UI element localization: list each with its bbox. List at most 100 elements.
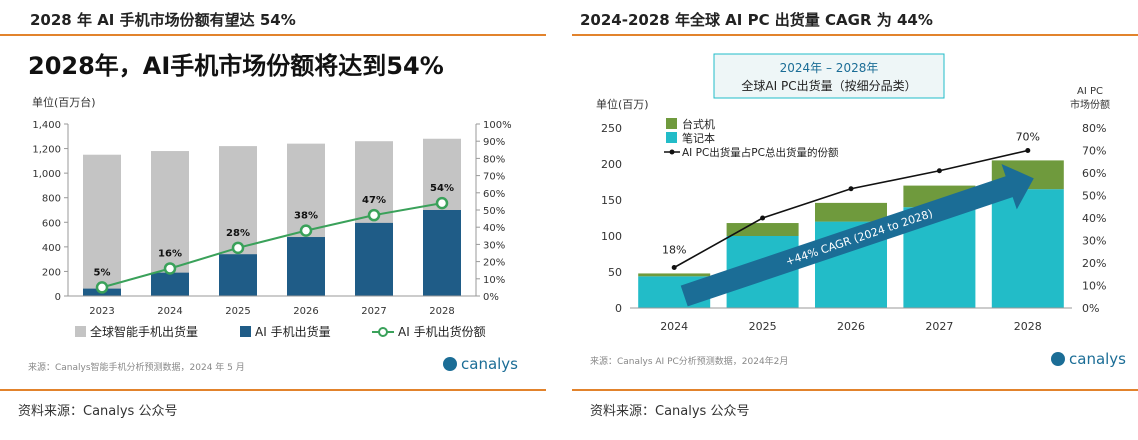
x-tick-label: 2024 (157, 306, 182, 317)
y-tick-label: 0 (615, 302, 622, 315)
bar-ai (423, 210, 461, 296)
ai-pc-chart: 2024年 – 2028年 全球AI PC出货量（按细分品类） 单位(百万) A… (590, 53, 1126, 368)
x-tick-label: 2026 (837, 320, 865, 333)
y-tick-label: 200 (601, 158, 622, 171)
share-label: 16% (158, 248, 182, 259)
y-tick-label: 150 (601, 194, 622, 207)
x-tick-label: 2023 (89, 306, 114, 317)
share-label-first: 18% (662, 244, 686, 257)
y2-tick-label: 80% (483, 154, 505, 165)
legend-label-share: AI PC出货量占PC总出货量的份额 (682, 146, 839, 159)
bar-ai (287, 237, 325, 296)
share-label: 28% (226, 228, 250, 239)
canalys-logo-text: canalys (1069, 350, 1126, 368)
bar-notebook (991, 189, 1064, 308)
y2-tick-label: 50% (483, 206, 505, 217)
chart-title-box: 2024年 – 2028年 全球AI PC出货量（按细分品类） (713, 53, 945, 99)
bar-ai (151, 272, 189, 296)
x-tick-label: 2027 (361, 306, 386, 317)
y-tick-label: 100 (601, 230, 622, 243)
right-footer-divider (572, 389, 1138, 391)
right-header-divider (572, 34, 1138, 36)
legend-label-ai: AI 手机出货量 (255, 324, 331, 339)
share-point (95, 281, 109, 294)
y-tick-label: 800 (42, 194, 61, 205)
y-tick-label: 400 (42, 243, 61, 254)
x-tick-label: 2026 (293, 306, 318, 317)
chart-legend: 全球智能手机出货量 AI 手机出货量 AI 手机出货份额 (75, 324, 486, 339)
right-panel: 2024-2028 年全球 AI PC 出货量 CAGR 为 44% 2024年… (572, 0, 1138, 440)
legend-swatch-share-marker (378, 327, 388, 337)
left-panel: 2028 年 AI 手机市场份额有望达 54% 2028年，AI手机市场份额将达… (0, 0, 556, 440)
y2-tick-label: 20% (1082, 257, 1106, 270)
canalys-logo-mark (443, 357, 457, 371)
x-tick-label: 2025 (225, 306, 250, 317)
share-point (936, 168, 942, 174)
chart-footnote: 来源：Canalys智能手机分析预测数据，2024 年 5 月 (28, 361, 245, 373)
y2-tick-label: 0% (483, 292, 499, 303)
bar-ai (355, 222, 393, 296)
y2-tick-label: 50% (1082, 190, 1106, 203)
y2-tick-label: 30% (1082, 235, 1106, 248)
y-axis-label: 单位(百万台) (32, 95, 96, 109)
y2-tick-label: 70% (483, 172, 505, 183)
share-point (760, 215, 766, 221)
right-panel-header: 2024-2028 年全球 AI PC 出货量 CAGR 为 44% (580, 11, 933, 29)
bar-desktop (815, 202, 887, 222)
legend-swatch-share-marker (669, 149, 675, 155)
y-tick-label: 1,200 (32, 145, 61, 156)
y2-axis-label-line1: AI PC (1077, 86, 1103, 97)
y2-axis-label-line2: 市场份额 (1070, 98, 1110, 111)
legend-label-notebook: 笔记本 (682, 131, 715, 145)
y2-tick-label: 70% (1082, 145, 1106, 158)
canalys-logo: canalys (1051, 350, 1126, 368)
cagr-arrow-shape (680, 163, 1034, 307)
chart-title-line1: 2024年 – 2028年 (780, 61, 879, 75)
share-point (163, 262, 177, 275)
y2-tick-label: 30% (483, 240, 505, 251)
share-label-last: 70% (1016, 131, 1040, 144)
x-tick-label: 2028 (429, 306, 454, 317)
y2-tick-label: 100% (483, 120, 512, 131)
share-label: 38% (294, 211, 318, 222)
bar-total (83, 154, 121, 296)
y-tick-label: 250 (601, 122, 622, 135)
share-line (101, 202, 443, 289)
share-label: 5% (94, 267, 111, 278)
x-tick-label: 2024 (660, 320, 688, 333)
bar-desktop (726, 223, 799, 236)
y-tick-label: 200 (42, 267, 61, 278)
y-tick-label: 1,400 (32, 120, 61, 131)
y2-tick-label: 90% (483, 137, 505, 148)
y2-tick-label: 40% (483, 223, 505, 234)
right-source: 资料来源：Canalys 公众号 (590, 404, 750, 419)
legend-swatch-notebook (666, 132, 677, 143)
chart-footnote: 来源：Canalys AI PC分析预测数据，2024年2月 (590, 355, 788, 367)
y-tick-label: 1,000 (32, 169, 61, 180)
legend-swatch-ai (240, 326, 251, 337)
share-label: 47% (362, 195, 386, 206)
left-panel-header: 2028 年 AI 手机市场份额有望达 54% (30, 11, 296, 29)
y2-tick-label: 0% (1082, 302, 1099, 315)
chart-title-line2: 全球AI PC出货量（按细分品类） (741, 78, 916, 93)
chart-title-box-frame (713, 53, 945, 99)
share-point (367, 208, 381, 222)
x-tick-label: 2027 (925, 320, 953, 333)
legend-label-desktop: 台式机 (682, 117, 715, 131)
left-header-divider (0, 34, 546, 36)
y-axis-label: 单位(百万) (596, 97, 649, 111)
y2-tick-label: 40% (1082, 212, 1106, 225)
left-footer-divider (0, 389, 546, 391)
chart-legend: 台式机 笔记本 AI PC出货量占PC总出货量的份额 (664, 117, 839, 159)
y-tick-label: 0 (55, 292, 61, 303)
y-tick-label: 50 (608, 266, 622, 279)
legend-label-total: 全球智能手机出货量 (90, 324, 198, 339)
canalys-logo-mark (1051, 352, 1065, 366)
bar-ai (219, 254, 257, 296)
share-point (299, 224, 313, 237)
y2-tick-label: 10% (483, 275, 505, 286)
canalys-logo-text: canalys (461, 355, 518, 373)
y2-tick-label: 20% (483, 258, 505, 269)
y2-tick-label: 10% (1082, 280, 1106, 293)
share-point (1025, 148, 1031, 153)
